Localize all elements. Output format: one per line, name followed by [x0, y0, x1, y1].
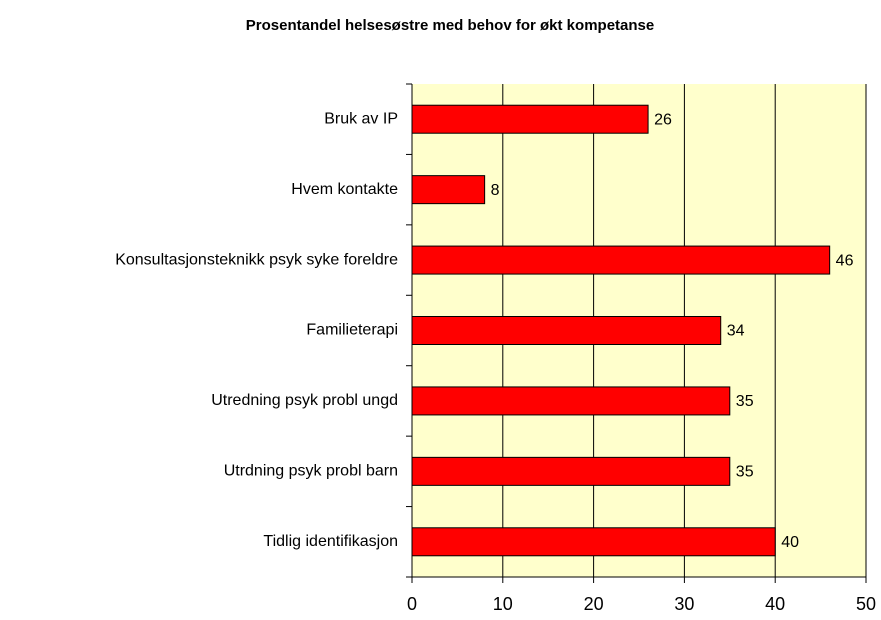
- bar: [411, 456, 731, 486]
- y-tick-label: Tidlig identifikasjon: [263, 533, 398, 550]
- bar: [411, 316, 722, 345]
- bar: [411, 386, 731, 416]
- x-tick-label: 20: [584, 594, 604, 614]
- chart-title: Prosentandel helsesøstre med behov for ø…: [246, 17, 654, 34]
- y-tick-label: Hvem kontakte: [291, 181, 398, 198]
- y-tick-label: Konsultasjonsteknikk psyk syke foreldre: [115, 251, 398, 268]
- bar: [411, 175, 486, 205]
- bar: [411, 104, 649, 134]
- value-label: 34: [727, 323, 745, 340]
- x-tick-label: 50: [856, 594, 876, 614]
- value-label: 35: [736, 464, 754, 481]
- x-tick-label: 0: [407, 594, 417, 614]
- bar: [411, 527, 776, 557]
- x-tick-label: 40: [765, 594, 785, 614]
- y-tick-label: Familieterapi: [306, 322, 398, 339]
- value-label: 26: [654, 111, 672, 128]
- bar: [411, 245, 831, 275]
- x-tick-label: 30: [674, 594, 694, 614]
- x-tick-label: 10: [493, 594, 513, 614]
- value-label: 46: [836, 252, 854, 269]
- y-tick-label: Bruk av IP: [324, 110, 398, 127]
- value-label: 8: [491, 182, 500, 199]
- y-tick-label: Utredning psyk probl ungd: [211, 392, 398, 409]
- y-tick-label: Utrdning psyk probl barn: [224, 463, 398, 480]
- value-label: 35: [736, 393, 754, 410]
- value-label: 40: [781, 534, 799, 551]
